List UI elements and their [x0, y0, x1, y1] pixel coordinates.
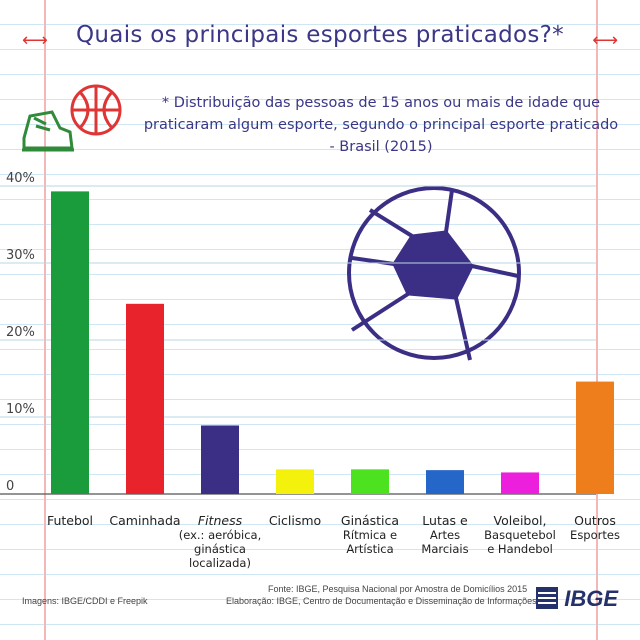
- x-category-label: ginástica: [194, 542, 246, 556]
- x-category-label: Rítmica e: [343, 528, 397, 542]
- ibge-logo: IBGE: [564, 586, 618, 611]
- x-category-label: (ex.: aeróbica,: [179, 528, 262, 542]
- right-arrow-icon: ⟷: [592, 30, 618, 51]
- y-tick-label: 0: [6, 479, 14, 494]
- x-category-label: Basquetebol: [484, 528, 556, 542]
- bar: [501, 472, 539, 494]
- x-category-label: Lutas e: [422, 513, 468, 528]
- ibge-logo-icon: [536, 587, 558, 609]
- x-category-label: Voleibol,: [494, 513, 547, 528]
- bars: [51, 191, 614, 494]
- soccer-ball-icon: [347, 186, 521, 361]
- bar: [276, 469, 314, 494]
- decorations: [22, 84, 521, 361]
- x-category-label: Esportes: [570, 528, 620, 542]
- y-tick-label: 30%: [6, 248, 35, 263]
- x-axis: Futebol Caminhada Fitness(ex.: aeróbica,gi…: [47, 513, 620, 570]
- notebook-margin-right: [596, 0, 598, 640]
- elaboration-note: Elaboração: IBGE, Centro de Documentação…: [226, 596, 537, 606]
- bar: [201, 425, 239, 494]
- x-category-label: Ginástica: [341, 513, 399, 528]
- images-credit: Imagens: IBGE/CDDI e Freepik: [22, 596, 148, 606]
- y-tick-label: 10%: [6, 402, 35, 417]
- y-tick-label: 20%: [6, 325, 35, 340]
- x-category-label: Artes: [430, 528, 460, 542]
- y-tick-label: 40%: [6, 171, 35, 186]
- x-category-label: Artística: [346, 542, 393, 556]
- page-title: Quais os principais esportes praticados?…: [76, 22, 564, 48]
- x-category-label: Futebol: [47, 513, 93, 528]
- sneaker-icon: [22, 110, 74, 152]
- notebook-margin-left: [44, 0, 46, 640]
- x-category-label: localizada): [189, 556, 251, 570]
- basketball-icon: [70, 84, 122, 136]
- chart-grid: [0, 185, 596, 495]
- source-note: Fonte: IBGE, Pesquisa Nacional por Amost…: [268, 584, 528, 594]
- left-arrow-icon: ⟷: [22, 30, 48, 51]
- x-category-label: Caminhada: [109, 513, 180, 528]
- y-axis: 0 10% 20% 30% 40%: [6, 171, 35, 494]
- chart-subtitle: * Distribuição das pessoas de 15 anos ou…: [143, 95, 619, 155]
- bar: [426, 470, 464, 494]
- bar: [126, 303, 164, 494]
- bar: [576, 381, 614, 494]
- x-category-label: Marciais: [421, 542, 468, 556]
- x-category-label: e Handebol: [487, 542, 553, 556]
- x-category-label: Fitness: [198, 513, 243, 528]
- bar: [51, 191, 89, 494]
- x-category-label: Outros: [574, 513, 616, 528]
- x-category-label: Ciclismo: [269, 513, 321, 528]
- bar: [351, 469, 389, 494]
